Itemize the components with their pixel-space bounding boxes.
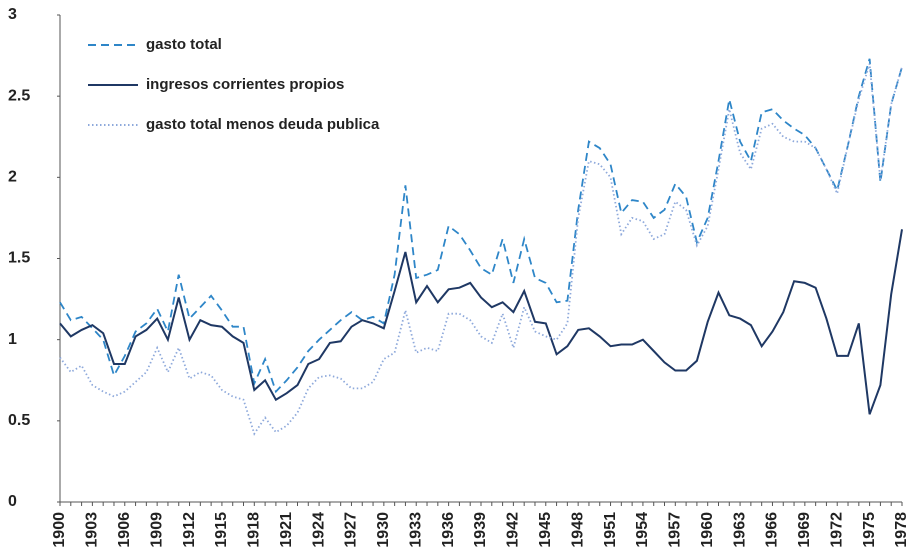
y-tick-label: 2	[8, 169, 17, 186]
series-line	[59, 63, 903, 436]
x-tick-label: 1936	[440, 512, 457, 548]
legend-text: gasto total	[146, 36, 222, 53]
legend-text: ingresos corrientes propios	[146, 76, 344, 93]
x-tick-label: 1906	[116, 512, 133, 548]
x-tick-label: 1933	[407, 512, 424, 548]
y-tick-label: 0	[8, 493, 17, 510]
x-tick-label: 1951	[602, 512, 619, 548]
x-tick-label: 1903	[84, 512, 101, 548]
x-tick-label: 1900	[51, 512, 68, 548]
x-tick-label: 1966	[764, 512, 781, 548]
x-tick-label: 1909	[148, 512, 165, 548]
x-tick-label: 1942	[505, 512, 522, 548]
x-tick-label: 1975	[861, 512, 878, 548]
y-tick-label: 0.5	[8, 412, 30, 429]
x-tick-label: 1954	[634, 512, 651, 548]
x-tick-label: 1978	[893, 512, 906, 548]
x-tick-label: 1957	[667, 512, 684, 548]
series-line	[59, 229, 903, 415]
x-tick-label: 1927	[343, 512, 360, 548]
x-tick-label: 1930	[375, 512, 392, 548]
x-tick-label: 1915	[213, 512, 230, 548]
series-line	[59, 58, 903, 394]
y-tick-label: 3	[8, 6, 17, 23]
x-tick-label: 1918	[246, 512, 263, 548]
y-tick-label: 1.5	[8, 250, 30, 267]
x-tick-label: 1948	[569, 512, 586, 548]
x-tick-label: 1945	[537, 512, 554, 548]
x-tick-label: 1921	[278, 512, 295, 548]
x-tick-label: 1924	[310, 512, 327, 548]
y-tick-label: 2.5	[8, 87, 30, 104]
x-tick-label: 1972	[828, 512, 845, 548]
y-tick-label: 1	[8, 331, 17, 348]
x-tick-label: 1912	[181, 512, 198, 548]
legend-text: gasto total menos deuda publica	[146, 116, 380, 133]
x-tick-label: 1960	[699, 512, 716, 548]
x-tick-label: 1969	[796, 512, 813, 548]
x-tick-label: 1939	[472, 512, 489, 548]
x-tick-label: 1963	[731, 512, 748, 548]
